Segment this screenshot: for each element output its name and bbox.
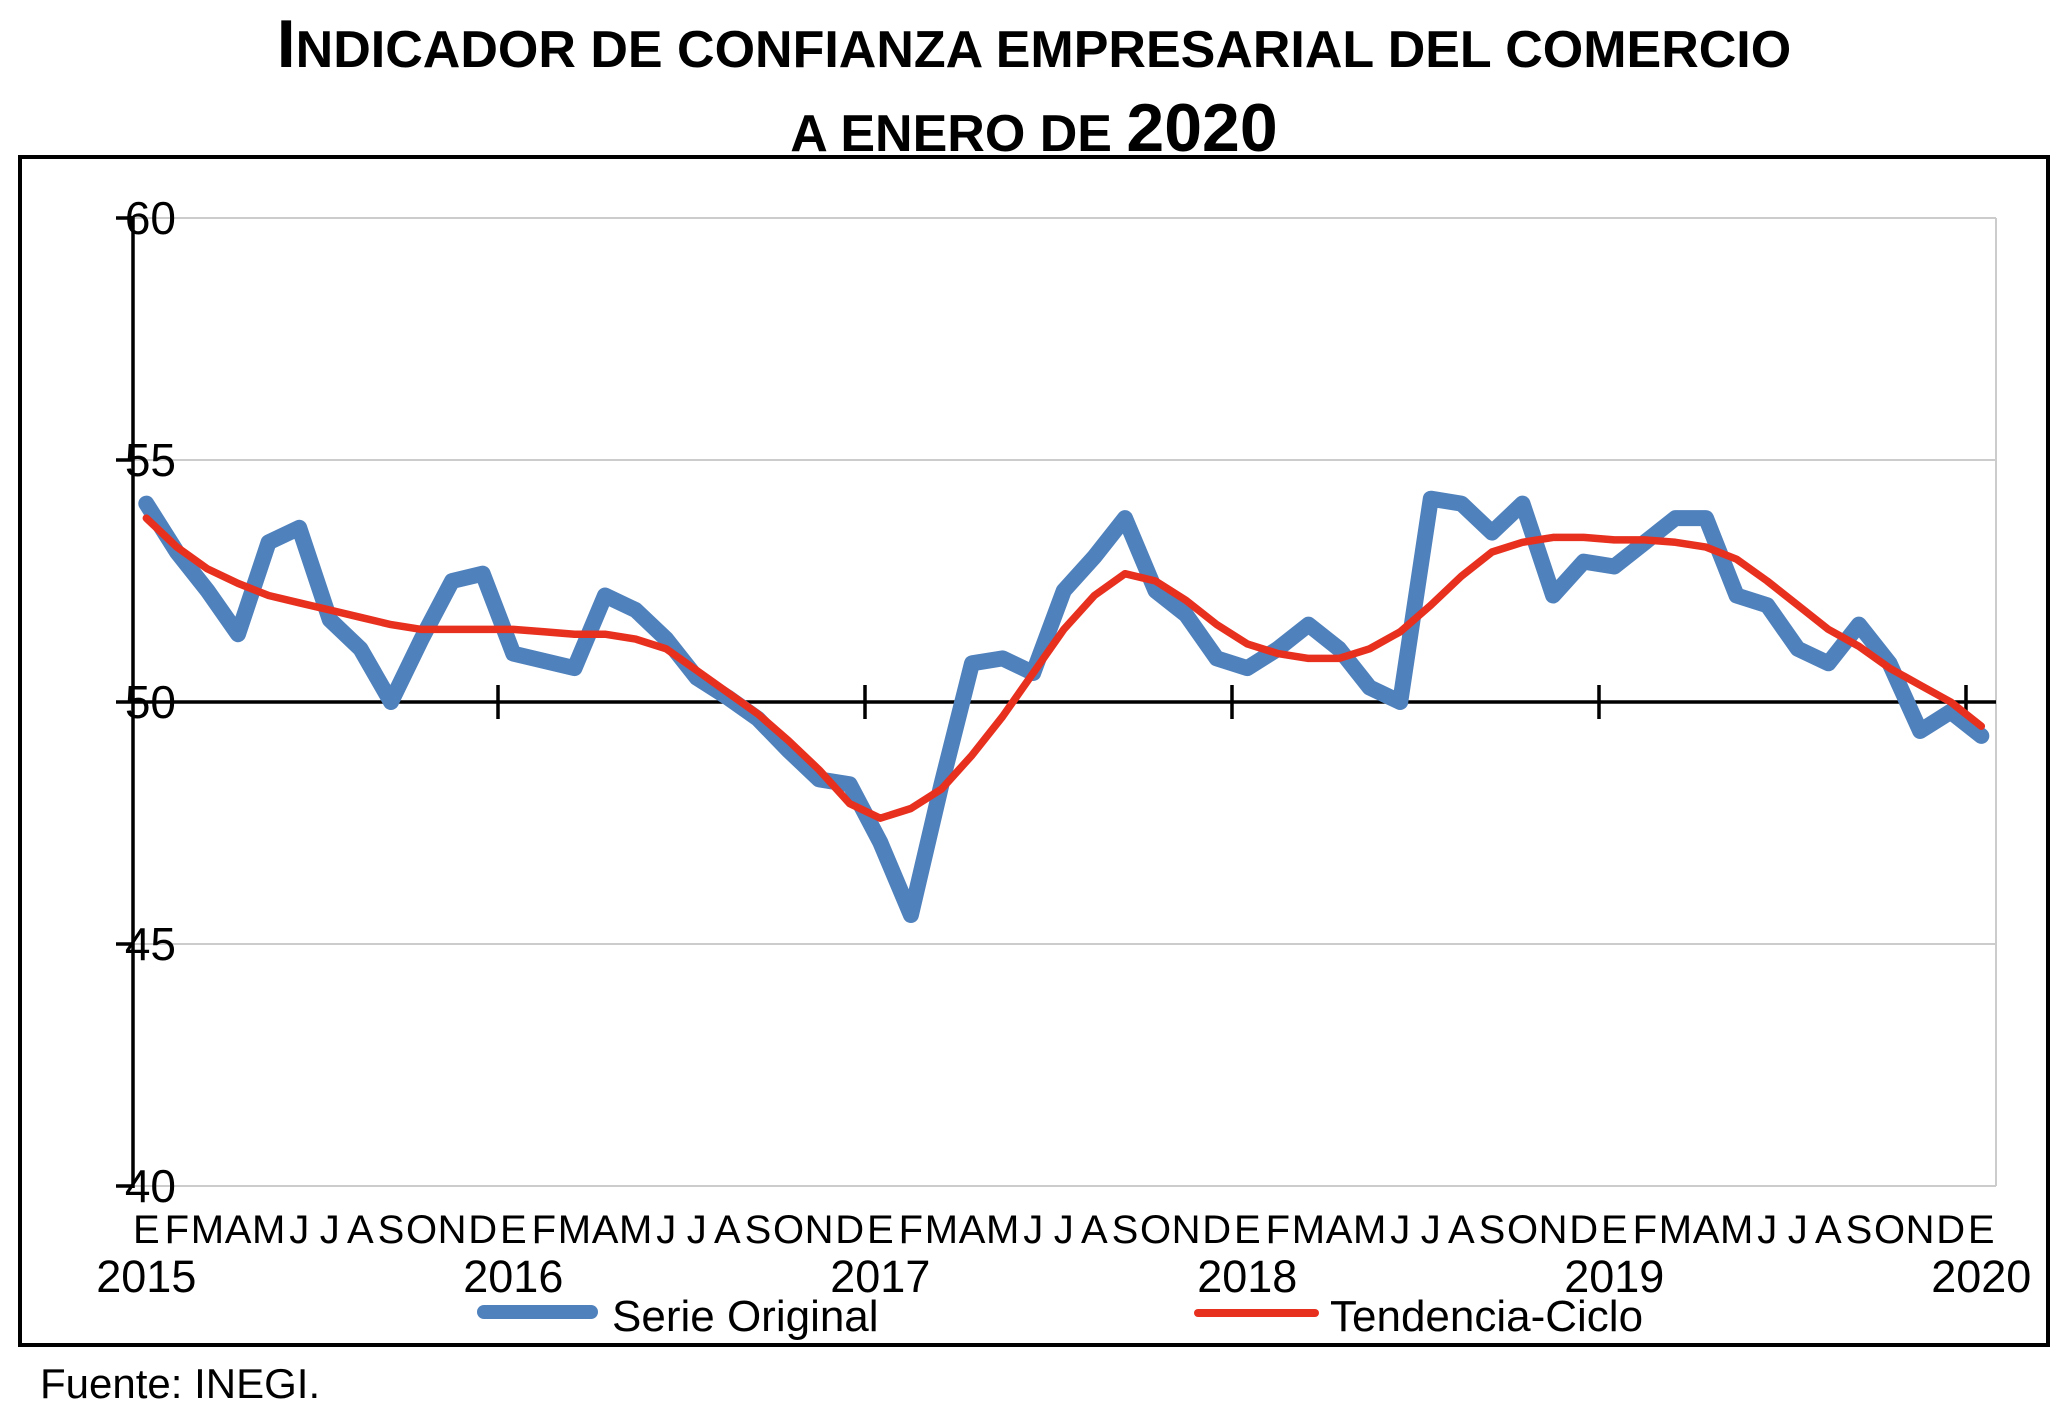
month-label: E [133,1208,160,1252]
year-label-2015: 2015 [96,1251,196,1302]
title-line-2-text: A ENERO DE [790,105,1127,163]
month-label: M [558,1208,591,1252]
year-label-2016: 2016 [463,1251,563,1302]
month-label: E [1234,1208,1261,1252]
month-label: E [1968,1208,1995,1252]
title-line-2-year: 2020 [1126,90,1278,166]
month-label: F [532,1208,556,1252]
chart-title-line-1: INDICADOR DE CONFIANZA EMPRESARIAL DEL C… [0,10,2068,78]
serie-original-line-swatch-icon [477,1305,598,1319]
month-label: S [378,1208,405,1252]
month-label: E [500,1208,527,1252]
month-label: A [1693,1208,1720,1252]
month-label: A [714,1208,741,1252]
y-tick-label-40: 40 [125,1160,176,1212]
month-label: M [252,1208,285,1252]
y-tick-label-60: 60 [125,192,176,244]
month-label: E [867,1208,894,1252]
month-label: M [1659,1208,1692,1252]
month-label: A [1448,1208,1475,1252]
month-label: M [986,1208,1019,1252]
month-label: J [1757,1208,1777,1252]
month-label: M [1720,1208,1753,1252]
legend-label-tendencia-ciclo: Tendencia-Ciclo [1330,1292,1644,1341]
month-label: M [925,1208,958,1252]
month-label: F [899,1208,923,1252]
month-label: A [225,1208,252,1252]
month-label: J [289,1208,309,1252]
month-label: M [1353,1208,1386,1252]
source-note: Fuente: INEGI. [40,1360,321,1407]
month-label: N [1172,1208,1201,1252]
month-label: O [773,1208,804,1252]
y-tick-label-50: 50 [125,676,176,728]
month-label: D [835,1208,864,1252]
month-label: S [1479,1208,1506,1252]
month-label: D [1202,1208,1231,1252]
y-tick-label-45: 45 [125,918,176,970]
month-label: N [1906,1208,1935,1252]
month-label: D [1936,1208,1965,1252]
year-label-2018: 2018 [1197,1251,1297,1302]
month-label: J [1023,1208,1043,1252]
month-label: D [1569,1208,1598,1252]
month-label: O [1140,1208,1171,1252]
month-label: F [1633,1208,1657,1252]
month-label: O [406,1208,437,1252]
month-label: J [1788,1208,1808,1252]
month-label: N [805,1208,834,1252]
chart-title-line-2: A ENERO DE 2020 [0,94,2068,162]
month-label: N [438,1208,467,1252]
month-label: A [592,1208,619,1252]
title-line-1-text: NDICADOR DE CONFIANZA EMPRESARIAL DEL CO… [295,21,1792,79]
chart-frame [18,155,2050,1347]
month-label: M [1292,1208,1325,1252]
y-tick-label-55: 55 [125,434,176,486]
year-label-2017: 2017 [830,1251,930,1302]
month-label: A [1326,1208,1353,1252]
month-label: A [1815,1208,1842,1252]
title-initial-cap: I [276,6,296,82]
year-label-2020: 2020 [1931,1251,2031,1302]
month-label: F [1266,1208,1290,1252]
month-label: S [1112,1208,1139,1252]
month-label: S [745,1208,772,1252]
month-label: A [1081,1208,1108,1252]
month-label: D [468,1208,497,1252]
month-label: J [1421,1208,1441,1252]
month-label: J [320,1208,340,1252]
tendencia-ciclo-line-swatch-icon [1194,1309,1319,1317]
month-label: A [347,1208,374,1252]
chart-title: INDICADOR DE CONFIANZA EMPRESARIAL DEL C… [0,10,2068,162]
serie-original-line [138,490,1990,923]
month-label: S [1846,1208,1873,1252]
month-label: F [165,1208,189,1252]
month-label: N [1539,1208,1568,1252]
month-label: M [619,1208,652,1252]
month-label: J [687,1208,707,1252]
month-label: M [191,1208,224,1252]
month-label: J [1390,1208,1410,1252]
month-label: A [959,1208,986,1252]
tendencia-ciclo-line [142,514,1986,822]
month-label: J [656,1208,676,1252]
month-label: E [1601,1208,1628,1252]
legend-label-serie-original: Serie Original [612,1292,879,1341]
month-label: O [1874,1208,1905,1252]
month-label: J [1054,1208,1074,1252]
year-label-2019: 2019 [1564,1251,1664,1302]
month-label: O [1507,1208,1538,1252]
